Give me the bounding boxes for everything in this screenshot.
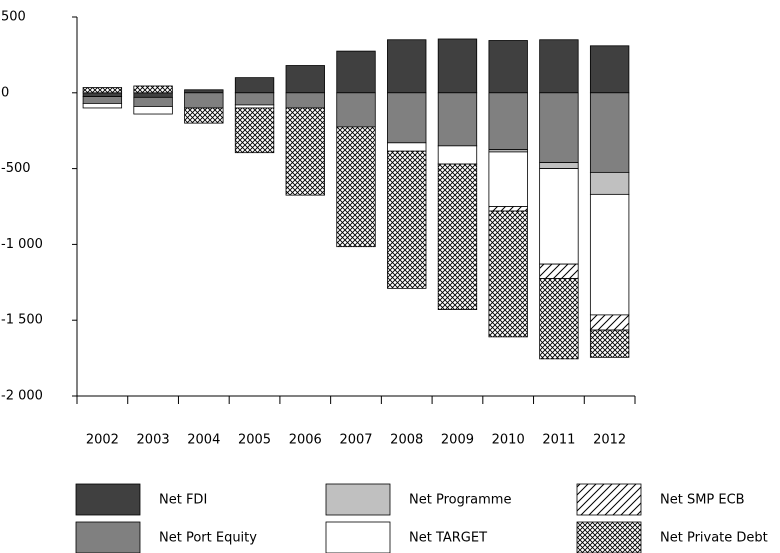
bar-segment (82, 92, 123, 97)
legend-swatch (75, 483, 141, 516)
legend-swatch (576, 483, 642, 516)
y-tick-label: -2 000 (1, 389, 43, 404)
bar-segment (589, 171, 630, 195)
bar-segment (387, 92, 427, 144)
bar-segment (539, 278, 579, 360)
x-tick-label: 2003 (137, 433, 170, 448)
bar-segment (387, 39, 427, 94)
x-tick-label: 2012 (593, 433, 626, 448)
legend-label: Net Private Debt (660, 531, 768, 546)
bar-segment (82, 96, 123, 104)
x-tick-label: 2006 (289, 433, 322, 448)
legend-swatch (75, 521, 141, 553)
legend-swatch (576, 521, 642, 553)
legend-label: Net SMP ECB (660, 493, 745, 508)
x-tick-label: 2005 (238, 433, 271, 448)
legend-label: Net TARGET (409, 531, 487, 546)
bar-segment (82, 87, 123, 94)
bar-segment (133, 92, 173, 98)
legend-label: Net FDI (159, 493, 207, 508)
bar-segment (437, 38, 478, 94)
legend-swatch (325, 521, 391, 553)
bar-segment (285, 107, 325, 196)
bar-segment (133, 106, 173, 115)
y-tick-label: -500 (1, 161, 31, 176)
legend-label: Net Programme (409, 493, 511, 508)
bar-segment (133, 85, 173, 94)
y-tick-label: -1 000 (1, 237, 43, 252)
bar-segment (133, 96, 173, 107)
y-tick-label: 500 (1, 10, 26, 25)
bar-segment (488, 206, 528, 212)
bar-segment (437, 92, 478, 147)
bar-segment (387, 150, 427, 289)
bar-segment (336, 92, 376, 128)
x-tick-label: 2011 (542, 433, 575, 448)
bar-segment (539, 39, 579, 94)
bar-segment (234, 104, 275, 109)
bar-segment (184, 107, 224, 124)
bar-segment (234, 107, 275, 154)
x-tick-label: 2008 (390, 433, 423, 448)
x-tick-label: 2010 (492, 433, 525, 448)
legend-swatch (325, 483, 391, 516)
bar-segment (589, 193, 630, 316)
x-tick-label: 2009 (441, 433, 474, 448)
bar-segment (488, 40, 528, 94)
bar-segment (285, 65, 325, 94)
bar-segment (488, 92, 528, 151)
bar-segment (234, 92, 275, 106)
bar-segment (437, 145, 478, 165)
bar-segment (539, 263, 579, 279)
bar-segment (589, 314, 630, 331)
legend-label: Net Port Equity (159, 531, 257, 546)
bar-segment (488, 151, 528, 207)
y-tick-label: 0 (1, 85, 9, 100)
bar-segment (437, 163, 478, 310)
bar-segment (539, 168, 579, 265)
bar-segment (387, 142, 427, 152)
bar-segment (234, 77, 275, 94)
x-tick-label: 2004 (187, 433, 220, 448)
bar-segment (589, 45, 630, 94)
bar-segment (336, 126, 376, 248)
bar-segment (539, 162, 579, 169)
x-tick-label: 2002 (86, 433, 119, 448)
x-tick-label: 2007 (339, 433, 372, 448)
bar-segment (488, 210, 528, 338)
bar-segment (336, 50, 376, 94)
bar-segment (589, 329, 630, 358)
bar-segment (184, 92, 224, 109)
bar-segment (589, 92, 630, 173)
bar-segment (82, 103, 123, 109)
bar-segment (539, 92, 579, 163)
y-tick-label: -1 500 (1, 313, 43, 328)
bar-segment (184, 89, 224, 94)
bar-segment (285, 92, 325, 109)
